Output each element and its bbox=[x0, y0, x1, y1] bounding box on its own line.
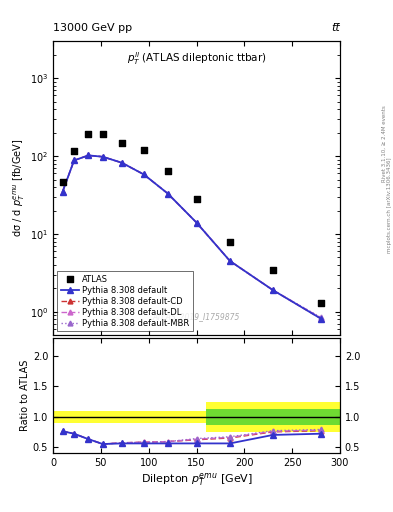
Pythia 8.308 default-CD bbox=[165, 190, 170, 197]
Line: Pythia 8.308 default-DL: Pythia 8.308 default-DL bbox=[60, 153, 323, 320]
Text: mcplots.cern.ch [arXiv:1306.3436]: mcplots.cern.ch [arXiv:1306.3436] bbox=[387, 157, 392, 252]
Pythia 8.308 default-DL bbox=[119, 160, 124, 166]
Y-axis label: dσ / d $p_T^{emu}$ [fb/GeV]: dσ / d $p_T^{emu}$ [fb/GeV] bbox=[12, 139, 27, 238]
Pythia 8.308 default-MBR bbox=[228, 258, 232, 264]
X-axis label: Dilepton $p_T^{emu}$ [GeV]: Dilepton $p_T^{emu}$ [GeV] bbox=[141, 471, 252, 488]
Pythia 8.308 default-CD bbox=[194, 220, 199, 226]
Pythia 8.308 default bbox=[86, 152, 91, 158]
Text: $p_T^{ll}$ (ATLAS dileptonic ttbar): $p_T^{ll}$ (ATLAS dileptonic ttbar) bbox=[127, 50, 266, 67]
ATLAS bbox=[85, 130, 92, 138]
Pythia 8.308 default bbox=[101, 154, 105, 160]
Pythia 8.308 default bbox=[271, 287, 275, 293]
Pythia 8.308 default bbox=[141, 172, 146, 178]
Line: Pythia 8.308 default: Pythia 8.308 default bbox=[60, 153, 323, 322]
ATLAS bbox=[270, 265, 276, 273]
Pythia 8.308 default-DL bbox=[165, 190, 170, 197]
Text: tt̅: tt̅ bbox=[331, 23, 340, 33]
Pythia 8.308 default-MBR bbox=[141, 172, 146, 178]
Pythia 8.308 default bbox=[194, 220, 199, 226]
Pythia 8.308 default-MBR bbox=[165, 190, 170, 197]
Pythia 8.308 default-MBR bbox=[119, 160, 124, 166]
Text: Rivet 3.1.10, ≥ 2.4M events: Rivet 3.1.10, ≥ 2.4M events bbox=[382, 105, 387, 182]
Text: ATLAS_2019_I1759875: ATLAS_2019_I1759875 bbox=[153, 312, 240, 321]
ATLAS bbox=[100, 130, 106, 138]
Pythia 8.308 default-CD bbox=[119, 160, 124, 166]
Pythia 8.308 default-MBR bbox=[271, 287, 275, 293]
Pythia 8.308 default-CD bbox=[60, 188, 65, 195]
Text: 13000 GeV pp: 13000 GeV pp bbox=[53, 23, 132, 33]
ATLAS bbox=[227, 238, 233, 246]
Pythia 8.308 default-MBR bbox=[86, 152, 91, 158]
Pythia 8.308 default-CD bbox=[101, 154, 105, 160]
Y-axis label: Ratio to ATLAS: Ratio to ATLAS bbox=[20, 360, 30, 431]
Pythia 8.308 default-DL bbox=[86, 152, 91, 158]
Pythia 8.308 default-DL bbox=[101, 154, 105, 160]
Pythia 8.308 default-DL bbox=[60, 188, 65, 195]
ATLAS bbox=[71, 147, 77, 156]
Pythia 8.308 default-CD bbox=[228, 258, 232, 264]
Pythia 8.308 default bbox=[165, 190, 170, 197]
Line: Pythia 8.308 default-CD: Pythia 8.308 default-CD bbox=[60, 153, 323, 321]
Pythia 8.308 default-MBR bbox=[101, 154, 105, 160]
Line: Pythia 8.308 default-MBR: Pythia 8.308 default-MBR bbox=[60, 153, 323, 320]
Pythia 8.308 default-CD bbox=[141, 172, 146, 178]
Pythia 8.308 default bbox=[228, 258, 232, 264]
Pythia 8.308 default-CD bbox=[271, 287, 275, 293]
Pythia 8.308 default-MBR bbox=[72, 157, 77, 163]
Legend: ATLAS, Pythia 8.308 default, Pythia 8.308 default-CD, Pythia 8.308 default-DL, P: ATLAS, Pythia 8.308 default, Pythia 8.30… bbox=[57, 271, 193, 331]
Pythia 8.308 default-DL bbox=[72, 157, 77, 163]
Bar bbox=[53, 411, 206, 423]
Pythia 8.308 default-MBR bbox=[60, 188, 65, 195]
Pythia 8.308 default bbox=[60, 188, 65, 195]
ATLAS bbox=[165, 166, 171, 175]
Pythia 8.308 default-DL bbox=[318, 315, 323, 321]
Pythia 8.308 default-DL bbox=[271, 287, 275, 293]
Pythia 8.308 default-CD bbox=[86, 152, 91, 158]
Pythia 8.308 default bbox=[119, 160, 124, 166]
Pythia 8.308 default-MBR bbox=[194, 220, 199, 226]
ATLAS bbox=[59, 178, 66, 186]
Pythia 8.308 default bbox=[318, 315, 323, 322]
Pythia 8.308 default-DL bbox=[228, 258, 232, 264]
ATLAS bbox=[119, 139, 125, 147]
ATLAS bbox=[141, 146, 147, 154]
Pythia 8.308 default-DL bbox=[194, 220, 199, 226]
Pythia 8.308 default-CD bbox=[318, 315, 323, 322]
Pythia 8.308 default-CD bbox=[72, 157, 77, 163]
Pythia 8.308 default bbox=[72, 157, 77, 163]
ATLAS bbox=[193, 195, 200, 203]
Bar bbox=[206, 401, 340, 432]
Pythia 8.308 default-DL bbox=[141, 172, 146, 178]
Bar bbox=[206, 409, 340, 424]
Pythia 8.308 default-MBR bbox=[318, 314, 323, 321]
ATLAS bbox=[318, 299, 324, 307]
